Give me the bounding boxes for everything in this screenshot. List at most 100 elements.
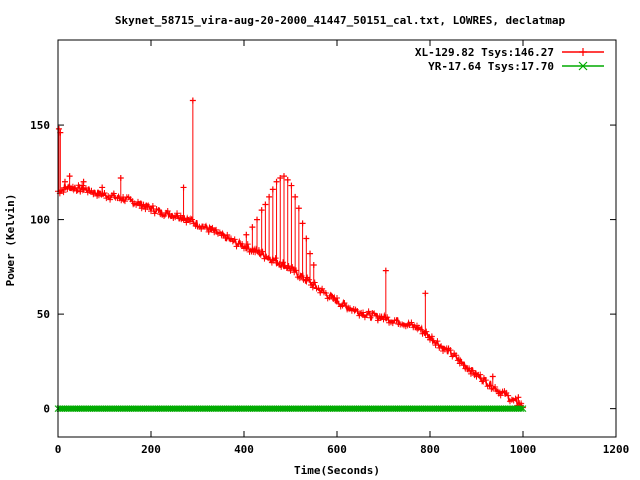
series-xl-point — [288, 182, 295, 189]
series-xl-point — [512, 395, 519, 402]
series-xl-point — [307, 250, 314, 257]
series-xl-point — [213, 226, 220, 233]
series-xl-point — [417, 326, 424, 333]
series-xl-point — [249, 224, 256, 231]
series-xl-point — [460, 362, 467, 369]
series-xl-point — [243, 231, 250, 238]
series-xl-point — [259, 248, 266, 255]
series-xl-point — [486, 382, 493, 389]
series-xl-point — [299, 220, 306, 227]
series-xl-point — [477, 371, 484, 378]
series-xl-point — [423, 328, 430, 335]
series-xl-point — [310, 261, 317, 268]
series-xl-point — [319, 285, 326, 292]
series-xl-point — [515, 394, 522, 401]
series-xl-point — [365, 308, 372, 315]
series-xl-point — [110, 190, 117, 197]
series-xl-point — [273, 178, 280, 185]
series-xl-point — [367, 314, 374, 321]
series-xl-point — [208, 226, 215, 233]
series-xl-point — [189, 97, 196, 104]
plot-area — [54, 97, 527, 412]
series-yr-point — [517, 405, 525, 412]
series-xl-point — [430, 337, 437, 344]
series-xl-point — [278, 263, 285, 270]
x-tick-label: 1000 — [510, 443, 537, 456]
series-xl-point — [497, 392, 504, 399]
x-tick-label: 1200 — [603, 443, 630, 456]
series-xl-point — [280, 173, 287, 180]
series-xl-point — [61, 178, 68, 185]
series-xl-point — [469, 367, 476, 374]
series-xl-point — [454, 357, 461, 364]
series-xl-point — [231, 236, 238, 243]
series-xl-point — [161, 212, 168, 219]
series-xl-point — [257, 251, 264, 258]
series-xl-point — [254, 216, 261, 223]
series-xl-point — [341, 300, 348, 307]
series-xl-point — [266, 193, 273, 200]
series-xl-point — [172, 214, 179, 221]
series-xl-point — [434, 338, 441, 345]
series-xl-point — [149, 203, 156, 210]
series-xl-point — [138, 201, 145, 208]
series-xl-point — [505, 392, 512, 399]
series-xl-point — [449, 353, 456, 360]
series-xl-point — [287, 267, 294, 274]
series-xl-point — [181, 215, 188, 222]
y-tick-label: 150 — [30, 119, 50, 132]
series-xl-point — [292, 193, 299, 200]
series-xl-point — [428, 333, 435, 340]
series-xl-point — [458, 358, 465, 365]
series-xl-point — [467, 370, 474, 377]
series-xl-point — [209, 224, 216, 231]
series-xl-point — [306, 276, 313, 283]
series-xl-point — [180, 184, 187, 191]
series-xl-point — [244, 241, 251, 248]
series-xl-point — [80, 178, 87, 185]
legend-label: XL-129.82 Tsys:146.27 — [415, 46, 554, 59]
series-xl-point — [422, 290, 429, 297]
series-xl-point — [354, 308, 361, 315]
series-xl-point — [155, 207, 162, 214]
x-axis-ticks: 0 200 400 600 800 1000 1200 — [55, 40, 630, 456]
series-xl-line — [57, 183, 524, 410]
series-xl-point — [464, 365, 471, 372]
series-xl-point — [447, 347, 454, 354]
series-xl-point — [438, 343, 445, 350]
x-axis-label: Time(Seconds) — [294, 464, 380, 477]
series-xl-point — [489, 373, 496, 380]
legend-marker — [578, 61, 588, 71]
series-xl-point — [60, 189, 67, 196]
series-xl-point — [374, 317, 381, 324]
series-xl-point — [203, 224, 210, 231]
y-tick-label: 50 — [37, 308, 50, 321]
series-xl-point — [262, 201, 269, 208]
series-xl-point — [303, 235, 310, 242]
series-yr-point — [519, 405, 527, 412]
series-xl-point — [311, 279, 318, 286]
series-xl-point — [107, 196, 114, 203]
series-xl-point — [79, 182, 86, 189]
series-xl-point — [492, 384, 499, 391]
series-xl-point — [293, 267, 300, 274]
series-xl-point — [427, 336, 433, 343]
series-xl-point — [482, 377, 489, 384]
series-xl-point — [393, 317, 400, 324]
x-tick-label: 800 — [420, 443, 440, 456]
series-xl-point — [518, 400, 525, 407]
series-xl-point — [277, 175, 284, 182]
x-tick-label: 0 — [55, 443, 62, 456]
series-xl-point — [363, 312, 370, 319]
series-xl-point — [284, 176, 291, 183]
series-xl-point — [146, 203, 153, 210]
x-tick-label: 400 — [234, 443, 254, 456]
series-xl-point — [384, 314, 391, 321]
series-xl-point — [174, 210, 181, 217]
series-xl-point — [239, 240, 246, 247]
series-xl-point — [334, 294, 340, 301]
series-xl-point — [77, 188, 84, 195]
legend-marker — [579, 48, 587, 56]
series-xl-point — [148, 208, 154, 215]
